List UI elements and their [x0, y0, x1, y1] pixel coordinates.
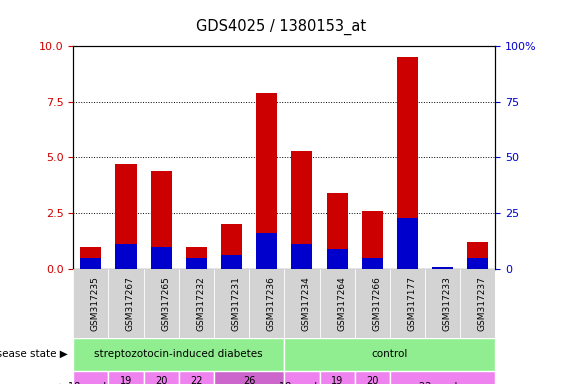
Bar [221, 224, 242, 269]
Text: disease state ▶: disease state ▶ [0, 349, 68, 359]
Text: 19
weeks: 19 weeks [110, 376, 141, 384]
Bar [186, 258, 207, 269]
Bar [214, 371, 284, 384]
Bar [256, 233, 277, 269]
Text: GSM317233: GSM317233 [443, 276, 452, 331]
Bar [461, 269, 495, 338]
Bar [115, 164, 136, 269]
Text: GSM317265: GSM317265 [161, 276, 170, 331]
Bar [320, 371, 355, 384]
Text: GSM317234: GSM317234 [302, 276, 311, 331]
Text: GSM317266: GSM317266 [372, 276, 381, 331]
Bar [397, 218, 418, 269]
Bar [73, 371, 108, 384]
Bar [320, 269, 355, 338]
Bar [397, 57, 418, 269]
Text: GSM317267: GSM317267 [126, 276, 135, 331]
Text: 20
weeks: 20 weeks [357, 376, 388, 384]
Text: control: control [372, 349, 408, 359]
Bar [355, 269, 390, 338]
Bar [432, 266, 453, 269]
Bar [362, 258, 383, 269]
Bar [151, 247, 172, 269]
Bar [292, 151, 312, 269]
Text: GSM317264: GSM317264 [337, 276, 346, 331]
Bar [221, 255, 242, 269]
Text: GSM317236: GSM317236 [267, 276, 276, 331]
Bar [144, 371, 179, 384]
Bar [292, 244, 312, 269]
Bar [73, 338, 284, 371]
Bar [186, 247, 207, 269]
Bar [467, 242, 488, 269]
Bar [214, 269, 249, 338]
Bar [425, 269, 461, 338]
Bar [73, 269, 108, 338]
Text: 18 weeks: 18 weeks [279, 382, 325, 384]
Text: 19
weeks: 19 weeks [321, 376, 352, 384]
Bar [327, 193, 347, 269]
Bar [284, 371, 320, 384]
Bar [390, 371, 495, 384]
Bar [327, 249, 347, 269]
Bar [284, 269, 320, 338]
Text: GDS4025 / 1380153_at: GDS4025 / 1380153_at [196, 19, 367, 35]
Bar [179, 371, 214, 384]
Bar [355, 371, 390, 384]
Text: age ▶: age ▶ [37, 382, 68, 384]
Bar [467, 258, 488, 269]
Bar [432, 266, 453, 269]
Bar [256, 93, 277, 269]
Text: 18 weeks: 18 weeks [68, 382, 114, 384]
Bar [249, 269, 284, 338]
Text: GSM317232: GSM317232 [196, 276, 205, 331]
Bar [108, 269, 144, 338]
Bar [108, 371, 144, 384]
Text: GSM317177: GSM317177 [408, 276, 417, 331]
Text: 26
weeks: 26 weeks [234, 376, 265, 384]
Text: GSM317235: GSM317235 [91, 276, 100, 331]
Bar [80, 247, 101, 269]
Text: GSM317237: GSM317237 [478, 276, 487, 331]
Text: 22 weeks: 22 weeks [419, 382, 466, 384]
Bar [144, 269, 179, 338]
Bar [362, 211, 383, 269]
Text: streptozotocin-induced diabetes: streptozotocin-induced diabetes [95, 349, 263, 359]
Text: GSM317231: GSM317231 [231, 276, 240, 331]
Bar [115, 244, 136, 269]
Text: 22
weeks: 22 weeks [181, 376, 212, 384]
Bar [179, 269, 214, 338]
Text: 20
weeks: 20 weeks [146, 376, 177, 384]
Bar [284, 338, 495, 371]
Bar [390, 269, 425, 338]
Bar [80, 258, 101, 269]
Bar [151, 171, 172, 269]
